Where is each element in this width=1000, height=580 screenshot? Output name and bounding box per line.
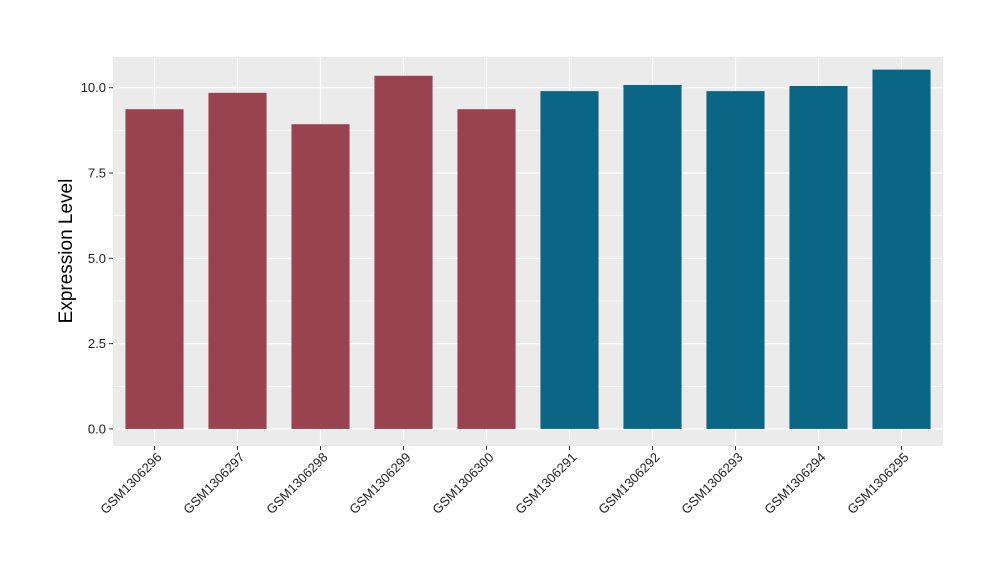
x-tick-label: GSM1306291 xyxy=(512,450,579,517)
x-tick-label: GSM1306296 xyxy=(97,450,164,517)
y-tick-label: 5.0 xyxy=(88,251,106,266)
bar-GSM1306292 xyxy=(623,84,682,429)
y-tick-label: 7.5 xyxy=(88,166,106,181)
y-tick-label: 2.5 xyxy=(88,336,106,351)
bar-GSM1306298 xyxy=(291,124,350,429)
x-tick-label: GSM1306300 xyxy=(429,450,496,517)
x-tick-label: GSM1306295 xyxy=(844,450,911,517)
bar-GSM1306293 xyxy=(706,91,765,429)
y-tick-label: 0.0 xyxy=(88,421,106,436)
bar-GSM1306294 xyxy=(789,86,848,429)
x-axis: GSM1306296 GSM1306297 GSM1306298 GSM1306299… xyxy=(97,446,912,517)
bar-GSM1306299 xyxy=(374,75,433,429)
bar-GSM1306291 xyxy=(540,91,599,429)
x-tick-label: GSM1306294 xyxy=(761,450,828,517)
x-tick-label: GSM1306292 xyxy=(595,450,662,517)
bars xyxy=(125,69,931,429)
x-tick-label: GSM1306299 xyxy=(346,450,413,517)
bar-GSM1306300 xyxy=(457,109,516,429)
y-axis: 0.0 2.5 5.0 7.5 10.0 xyxy=(81,80,113,436)
x-tick-label: GSM1306293 xyxy=(678,450,745,517)
y-axis-title: Expression Level xyxy=(56,179,77,324)
bar-GSM1306295 xyxy=(872,69,931,429)
x-tick-label: GSM1306297 xyxy=(180,450,247,517)
y-tick-label: 10.0 xyxy=(81,80,106,95)
bar-GSM1306296 xyxy=(125,109,184,429)
x-tick-label: GSM1306298 xyxy=(263,450,330,517)
bar-GSM1306297 xyxy=(208,92,267,429)
